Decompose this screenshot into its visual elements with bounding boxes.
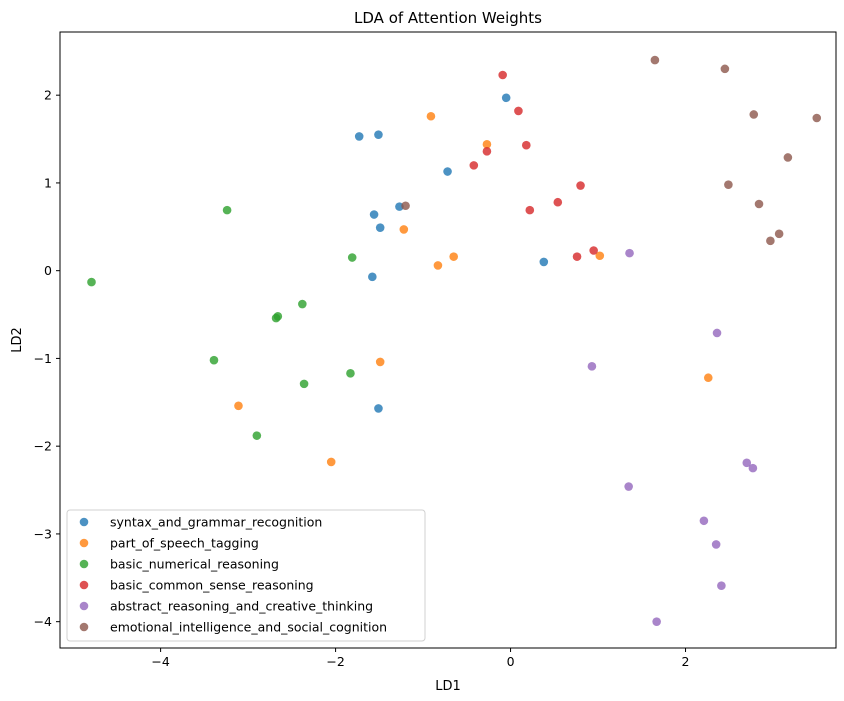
point-part-of-speech-tagging bbox=[482, 140, 492, 149]
point-emotional-intelligence-and-social-cognition bbox=[812, 113, 822, 123]
y-axis-label: LD2 bbox=[10, 327, 25, 353]
point-emotional-intelligence-and-social-cognition bbox=[754, 199, 764, 209]
legend-marker-emotional-intelligence-and-social-cognition bbox=[79, 622, 89, 632]
point-basic-numerical-reasoning bbox=[347, 253, 357, 262]
point-part-of-speech-tagging bbox=[595, 251, 605, 261]
x-axis-ticks: −4 −2 0 2 bbox=[151, 648, 690, 669]
point-part-of-speech-tagging bbox=[433, 261, 443, 270]
y-tick-label: −4 bbox=[34, 614, 52, 629]
point-basic-common-sense-reasoning bbox=[589, 246, 598, 255]
point-basic-numerical-reasoning bbox=[222, 205, 232, 215]
point-abstract-reasoning-and-creative-thinking bbox=[712, 328, 722, 338]
chart-title: LDA of Attention Weights bbox=[354, 9, 542, 27]
legend: syntax_and_grammar_recognition part_of_sp… bbox=[66, 509, 426, 642]
point-basic-common-sense-reasoning bbox=[514, 106, 523, 116]
point-emotional-intelligence-and-social-cognition bbox=[774, 229, 784, 239]
point-abstract-reasoning-and-creative-thinking bbox=[699, 516, 709, 526]
point-syntax-and-grammar-recognition bbox=[368, 272, 377, 282]
point-basic-numerical-reasoning bbox=[252, 431, 262, 440]
point-syntax-and-grammar-recognition bbox=[501, 93, 511, 103]
x-tick-label: 2 bbox=[682, 654, 690, 669]
point-basic-numerical-reasoning bbox=[346, 369, 355, 378]
point-part-of-speech-tagging bbox=[449, 252, 458, 261]
x-tick-label: −2 bbox=[326, 654, 344, 669]
point-basic-common-sense-reasoning bbox=[576, 181, 585, 190]
point-part-of-speech-tagging bbox=[375, 357, 385, 367]
y-tick-label: 0 bbox=[44, 263, 52, 278]
point-emotional-intelligence-and-social-cognition bbox=[724, 180, 733, 189]
point-syntax-and-grammar-recognition bbox=[539, 257, 549, 267]
y-axis-ticks: 2 1 0 −1 −2 −3 −4 bbox=[34, 88, 60, 629]
plot-frame bbox=[59, 31, 837, 649]
legend-label-basic-numerical-reasoning: basic_numerical_reasoning bbox=[110, 557, 279, 572]
x-tick-label: −4 bbox=[151, 654, 169, 669]
point-basic-common-sense-reasoning bbox=[572, 252, 582, 261]
point-abstract-reasoning-and-creative-thinking bbox=[717, 581, 726, 590]
point-basic-numerical-reasoning bbox=[271, 313, 281, 323]
legend-marker-basic-numerical-reasoning bbox=[79, 559, 89, 569]
legend-label-part-of-speech-tagging: part_of_speech_tagging bbox=[110, 536, 259, 551]
point-basic-numerical-reasoning bbox=[298, 299, 307, 309]
point-abstract-reasoning-and-creative-thinking bbox=[624, 482, 633, 491]
y-tick-label: −3 bbox=[34, 526, 52, 541]
point-syntax-and-grammar-recognition bbox=[443, 167, 452, 176]
point-abstract-reasoning-and-creative-thinking bbox=[652, 617, 661, 626]
x-axis-label: LD1 bbox=[435, 679, 461, 694]
point-abstract-reasoning-and-creative-thinking bbox=[748, 463, 758, 473]
point-abstract-reasoning-and-creative-thinking bbox=[711, 540, 721, 549]
point-emotional-intelligence-and-social-cognition bbox=[720, 64, 730, 74]
y-tick-label: 2 bbox=[44, 88, 52, 103]
point-abstract-reasoning-and-creative-thinking bbox=[625, 248, 634, 258]
point-syntax-and-grammar-recognition bbox=[374, 404, 383, 413]
x-tick-label: 0 bbox=[507, 654, 515, 669]
point-basic-common-sense-reasoning bbox=[521, 140, 531, 150]
point-part-of-speech-tagging bbox=[234, 401, 243, 411]
point-abstract-reasoning-and-creative-thinking bbox=[742, 458, 752, 468]
point-abstract-reasoning-and-creative-thinking bbox=[587, 362, 597, 371]
point-syntax-and-grammar-recognition bbox=[369, 210, 379, 219]
point-syntax-and-grammar-recognition bbox=[374, 130, 383, 139]
legend-label-abstract-reasoning-and-creative-thinking: abstract_reasoning_and_creative_thinking bbox=[110, 599, 373, 614]
y-tick-label: 1 bbox=[44, 175, 52, 190]
point-emotional-intelligence-and-social-cognition bbox=[401, 201, 410, 211]
legend-label-syntax-and-grammar-recognition: syntax_and_grammar_recognition bbox=[110, 515, 322, 530]
point-part-of-speech-tagging bbox=[703, 373, 713, 383]
point-basic-common-sense-reasoning bbox=[498, 70, 507, 80]
legend-marker-abstract-reasoning-and-creative-thinking bbox=[79, 601, 89, 611]
point-basic-numerical-reasoning bbox=[87, 277, 96, 287]
y-tick-label: −2 bbox=[34, 439, 52, 454]
point-syntax-and-grammar-recognition bbox=[354, 132, 364, 141]
legend-marker-syntax-and-grammar-recognition bbox=[79, 517, 89, 527]
legend-box bbox=[66, 509, 426, 642]
y-tick-label: −1 bbox=[34, 351, 52, 366]
point-part-of-speech-tagging bbox=[426, 111, 436, 121]
legend-marker-basic-common-sense-reasoning bbox=[79, 580, 89, 590]
point-syntax-and-grammar-recognition bbox=[375, 223, 385, 232]
point-basic-common-sense-reasoning bbox=[482, 147, 492, 156]
legend-label-emotional-intelligence-and-social-cognition: emotional_intelligence_and_social_cognit… bbox=[110, 620, 387, 635]
points-layer bbox=[87, 55, 822, 626]
point-emotional-intelligence-and-social-cognition bbox=[766, 236, 775, 246]
point-emotional-intelligence-and-social-cognition bbox=[650, 55, 660, 65]
point-part-of-speech-tagging bbox=[326, 457, 336, 467]
point-basic-common-sense-reasoning bbox=[553, 197, 563, 207]
point-basic-common-sense-reasoning bbox=[469, 161, 479, 170]
point-emotional-intelligence-and-social-cognition bbox=[783, 153, 793, 162]
point-emotional-intelligence-and-social-cognition bbox=[749, 110, 759, 119]
point-part-of-speech-tagging bbox=[399, 225, 409, 234]
legend-label-basic-common-sense-reasoning: basic_common_sense_reasoning bbox=[110, 578, 314, 593]
point-basic-common-sense-reasoning bbox=[525, 205, 535, 215]
point-basic-numerical-reasoning bbox=[209, 355, 219, 365]
legend-marker-part-of-speech-tagging bbox=[79, 538, 89, 548]
point-basic-numerical-reasoning bbox=[299, 379, 309, 389]
